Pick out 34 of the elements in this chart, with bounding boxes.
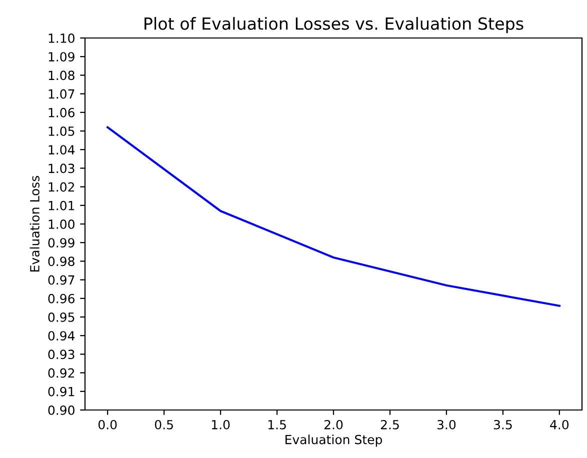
- x-tick-label: 3.0: [437, 420, 456, 430]
- y-tick-label: 0.98: [48, 256, 74, 266]
- x-tick-label: 4.0: [550, 420, 569, 430]
- y-tick-label: 1.10: [48, 33, 74, 43]
- x-tick-label: 0.0: [98, 420, 117, 430]
- y-tick-label: 0.90: [48, 405, 74, 415]
- y-tick-label: 0.99: [48, 238, 74, 248]
- x-tick-label: 2.0: [324, 420, 343, 430]
- x-tick-label: 2.5: [380, 420, 399, 430]
- y-tick-label: 1.00: [48, 219, 74, 229]
- y-tick-label: 1.03: [48, 164, 74, 174]
- y-tick-label: 1.09: [48, 52, 74, 62]
- y-axis-title: Evaluation Loss: [30, 176, 40, 272]
- x-axis-title: Evaluation Step: [286, 434, 382, 447]
- y-tick-label: 1.07: [48, 89, 74, 99]
- x-tick-label: 1.0: [212, 420, 230, 430]
- y-tick-label: 0.97: [48, 275, 74, 285]
- y-tick-label: 1.02: [48, 182, 74, 192]
- y-tick-label: 0.94: [48, 331, 75, 341]
- y-tick-label: 0.95: [48, 312, 74, 322]
- y-tick-label: 0.92: [48, 368, 74, 378]
- y-tick-label: 0.91: [48, 386, 74, 396]
- x-tick-label: 1.5: [268, 420, 286, 430]
- y-tick-label: 0.96: [48, 294, 74, 304]
- y-tick-label: 1.06: [48, 108, 74, 118]
- y-tick-label: 1.08: [48, 70, 74, 80]
- x-tick-label: 0.5: [154, 420, 173, 430]
- chart-title: Plot of Evaluation Losses vs. Evaluation Steps: [144, 17, 524, 34]
- x-tick-label: 3.5: [494, 420, 512, 430]
- line-series: [106, 126, 560, 307]
- y-tick-label: 1.04: [48, 145, 75, 155]
- y-tick-label: 1.05: [48, 126, 74, 136]
- y-tick-label: 0.93: [48, 350, 74, 360]
- y-tick-label: 1.01: [48, 200, 74, 210]
